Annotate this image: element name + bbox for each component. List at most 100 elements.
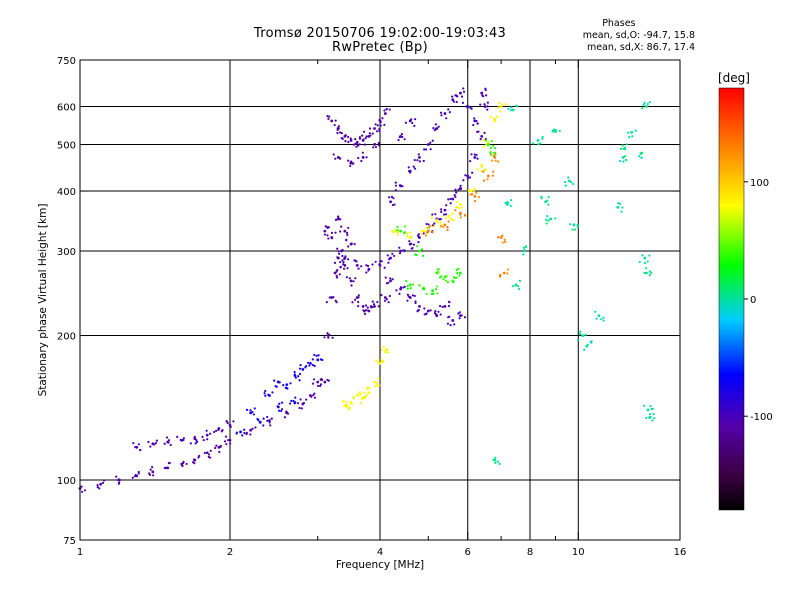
data-point xyxy=(504,240,507,244)
data-point xyxy=(501,234,504,237)
data-point xyxy=(376,124,379,127)
data-point xyxy=(311,363,314,367)
data-point xyxy=(641,254,644,257)
data-point xyxy=(621,156,625,159)
data-point xyxy=(327,226,330,229)
data-point xyxy=(422,229,426,233)
data-point xyxy=(429,225,432,228)
data-point xyxy=(485,94,488,97)
phase-stats-x: mean, sd,X: 86.7, 17.4 xyxy=(586,42,695,53)
data-point xyxy=(278,402,281,405)
data-point xyxy=(280,401,284,404)
data-point xyxy=(498,274,501,277)
data-point xyxy=(454,209,457,212)
data-point xyxy=(572,182,575,186)
data-point xyxy=(167,441,170,444)
data-point xyxy=(646,260,649,263)
data-point xyxy=(298,379,301,382)
data-point xyxy=(423,148,426,151)
data-point xyxy=(308,364,311,367)
data-point xyxy=(445,204,448,207)
data-point xyxy=(335,218,338,221)
data-point xyxy=(378,118,381,121)
data-point xyxy=(494,159,497,162)
data-point xyxy=(327,379,330,382)
data-point xyxy=(449,324,452,327)
data-point xyxy=(406,287,409,290)
data-point xyxy=(477,195,481,199)
data-point xyxy=(466,176,469,180)
data-point xyxy=(410,242,413,245)
data-point xyxy=(154,442,158,445)
data-point xyxy=(358,391,361,394)
data-point xyxy=(469,106,472,109)
data-point xyxy=(316,384,320,388)
data-point xyxy=(648,274,651,277)
data-point xyxy=(544,218,548,221)
data-point xyxy=(434,288,438,291)
data-point xyxy=(286,412,290,415)
data-point xyxy=(476,157,479,160)
data-point xyxy=(389,279,392,283)
data-point xyxy=(444,216,448,219)
data-point xyxy=(289,382,292,385)
data-point xyxy=(349,162,352,165)
data-point xyxy=(464,174,467,177)
data-point xyxy=(373,380,376,384)
data-point xyxy=(643,256,647,260)
data-point xyxy=(622,160,625,163)
data-point xyxy=(182,460,185,463)
data-point xyxy=(652,412,655,416)
data-point xyxy=(364,304,368,307)
data-point xyxy=(316,380,320,384)
data-point xyxy=(458,311,461,314)
data-point xyxy=(473,119,477,123)
data-point xyxy=(336,131,339,135)
data-point xyxy=(402,286,405,289)
data-point xyxy=(338,273,341,276)
data-point xyxy=(339,230,342,233)
data-point xyxy=(189,442,192,445)
data-point xyxy=(366,388,369,391)
data-point xyxy=(490,140,493,143)
data-point xyxy=(180,439,184,442)
data-point xyxy=(134,473,137,477)
data-point xyxy=(546,199,549,202)
data-point xyxy=(192,458,196,461)
data-point xyxy=(451,98,455,102)
data-point xyxy=(458,274,461,277)
data-point xyxy=(378,130,381,133)
data-point xyxy=(602,316,605,319)
data-point xyxy=(402,231,406,235)
data-point xyxy=(360,265,363,268)
data-point xyxy=(436,292,439,295)
data-point xyxy=(437,310,440,313)
data-point xyxy=(506,272,509,275)
data-point xyxy=(411,121,414,125)
data-point xyxy=(646,408,650,412)
data-point xyxy=(355,260,358,263)
data-point xyxy=(646,102,649,106)
data-point xyxy=(511,108,515,112)
data-point xyxy=(352,143,356,146)
data-point xyxy=(345,238,348,241)
data-point xyxy=(339,218,342,221)
data-point xyxy=(315,354,318,358)
data-point xyxy=(434,128,437,131)
data-point xyxy=(439,111,443,114)
data-point xyxy=(332,296,335,299)
data-point xyxy=(319,358,323,361)
data-point xyxy=(501,103,504,106)
data-point xyxy=(302,401,306,405)
data-point xyxy=(449,202,452,205)
data-point xyxy=(494,456,497,459)
data-point xyxy=(221,428,224,432)
data-point xyxy=(462,179,465,182)
data-point xyxy=(507,202,510,205)
data-point xyxy=(638,260,641,264)
data-point xyxy=(263,392,266,395)
data-point xyxy=(326,115,329,118)
data-point xyxy=(373,305,376,308)
data-point xyxy=(619,147,623,150)
data-point xyxy=(249,409,252,412)
